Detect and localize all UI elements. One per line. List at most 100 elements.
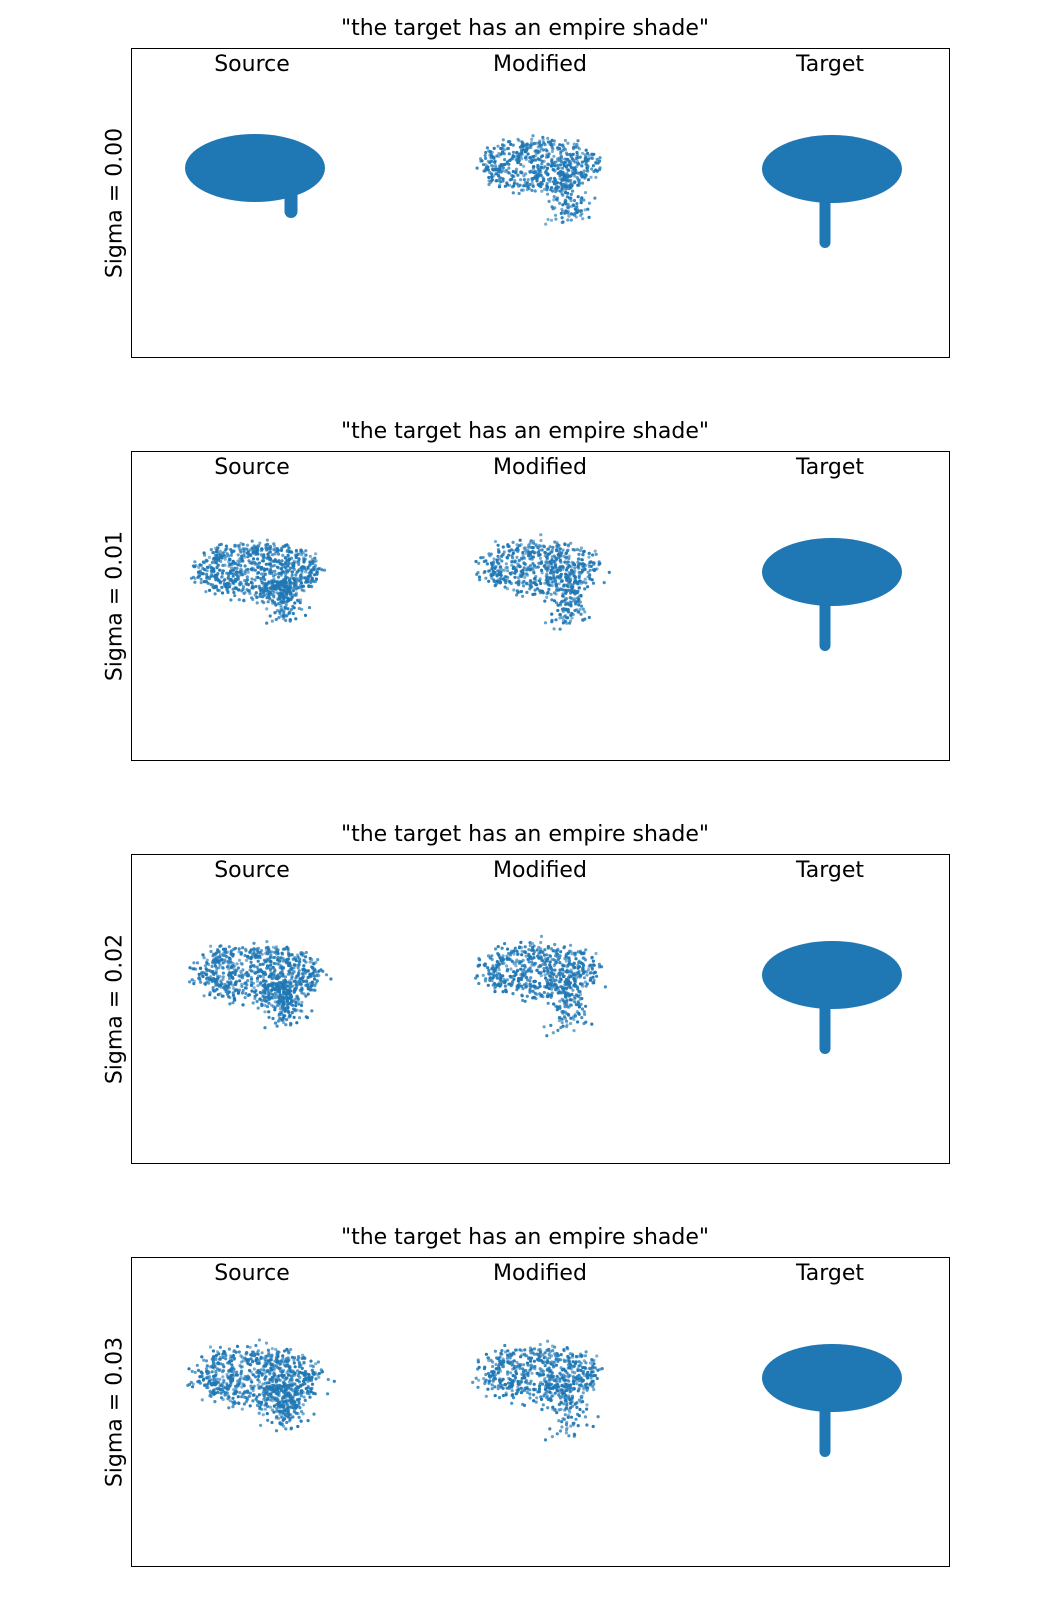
point [543,991,546,994]
point [226,552,229,555]
point [556,609,559,612]
point [565,995,568,998]
point [315,559,318,562]
point [248,1363,251,1366]
point [242,1359,245,1362]
point [577,961,580,964]
point [565,990,568,993]
point [579,171,582,174]
point [256,572,259,575]
point [262,1413,265,1416]
point [245,959,248,962]
point [590,167,593,170]
point [295,1412,298,1415]
point [560,187,563,190]
point [241,968,244,971]
point [546,193,549,196]
point [261,1374,264,1377]
point [548,152,551,155]
point [298,1376,301,1379]
point [217,1352,220,1355]
point [509,178,512,181]
lamp-shade [185,134,325,202]
point [281,592,284,595]
point [543,551,546,554]
point [516,154,519,157]
point [225,545,228,548]
point [540,950,543,953]
point [579,214,582,217]
point [282,595,285,598]
point [306,1376,309,1379]
point [548,1391,551,1394]
point [543,973,546,976]
point [214,971,217,974]
point [239,1376,242,1379]
point [283,947,286,950]
point [539,955,542,958]
point [220,543,223,546]
point [238,959,241,962]
point [209,991,212,994]
point [222,569,225,572]
point [550,613,553,616]
point [308,574,311,577]
point [526,995,529,998]
point [533,963,536,966]
point [285,604,288,607]
point [191,1385,194,1388]
point [291,1369,294,1372]
point [572,153,575,156]
point [491,168,494,171]
point [313,978,316,981]
point [572,966,575,969]
point [273,1390,276,1393]
point [240,569,243,572]
point [556,146,559,149]
point [545,188,548,191]
point [496,145,499,148]
point [295,1379,298,1382]
point [220,1396,223,1399]
point [587,178,590,181]
point [210,574,213,577]
point [584,191,587,194]
point [250,989,253,992]
point [262,594,265,597]
point [305,1015,308,1018]
point [238,1391,241,1394]
point [251,1387,254,1390]
point [547,140,550,143]
point [521,572,524,575]
point [556,167,559,170]
point [588,616,591,619]
point [565,616,568,619]
point [543,1025,546,1028]
point [556,1008,559,1011]
point [509,953,512,956]
point [550,593,553,596]
point [575,157,578,160]
point [547,553,550,556]
point [252,551,255,554]
point [506,545,509,548]
point [569,196,572,199]
point [309,1364,312,1367]
point [265,1403,268,1406]
point [267,1016,270,1019]
point [516,565,519,568]
point [228,982,231,985]
point [528,557,531,560]
point [298,1380,301,1383]
point [267,1353,270,1356]
point [554,954,557,957]
point [283,1002,286,1005]
point [526,582,529,585]
point [265,967,268,970]
point [492,579,495,582]
point [511,541,514,544]
point [194,564,197,567]
point [496,960,499,963]
point [299,983,302,986]
point [271,585,274,588]
